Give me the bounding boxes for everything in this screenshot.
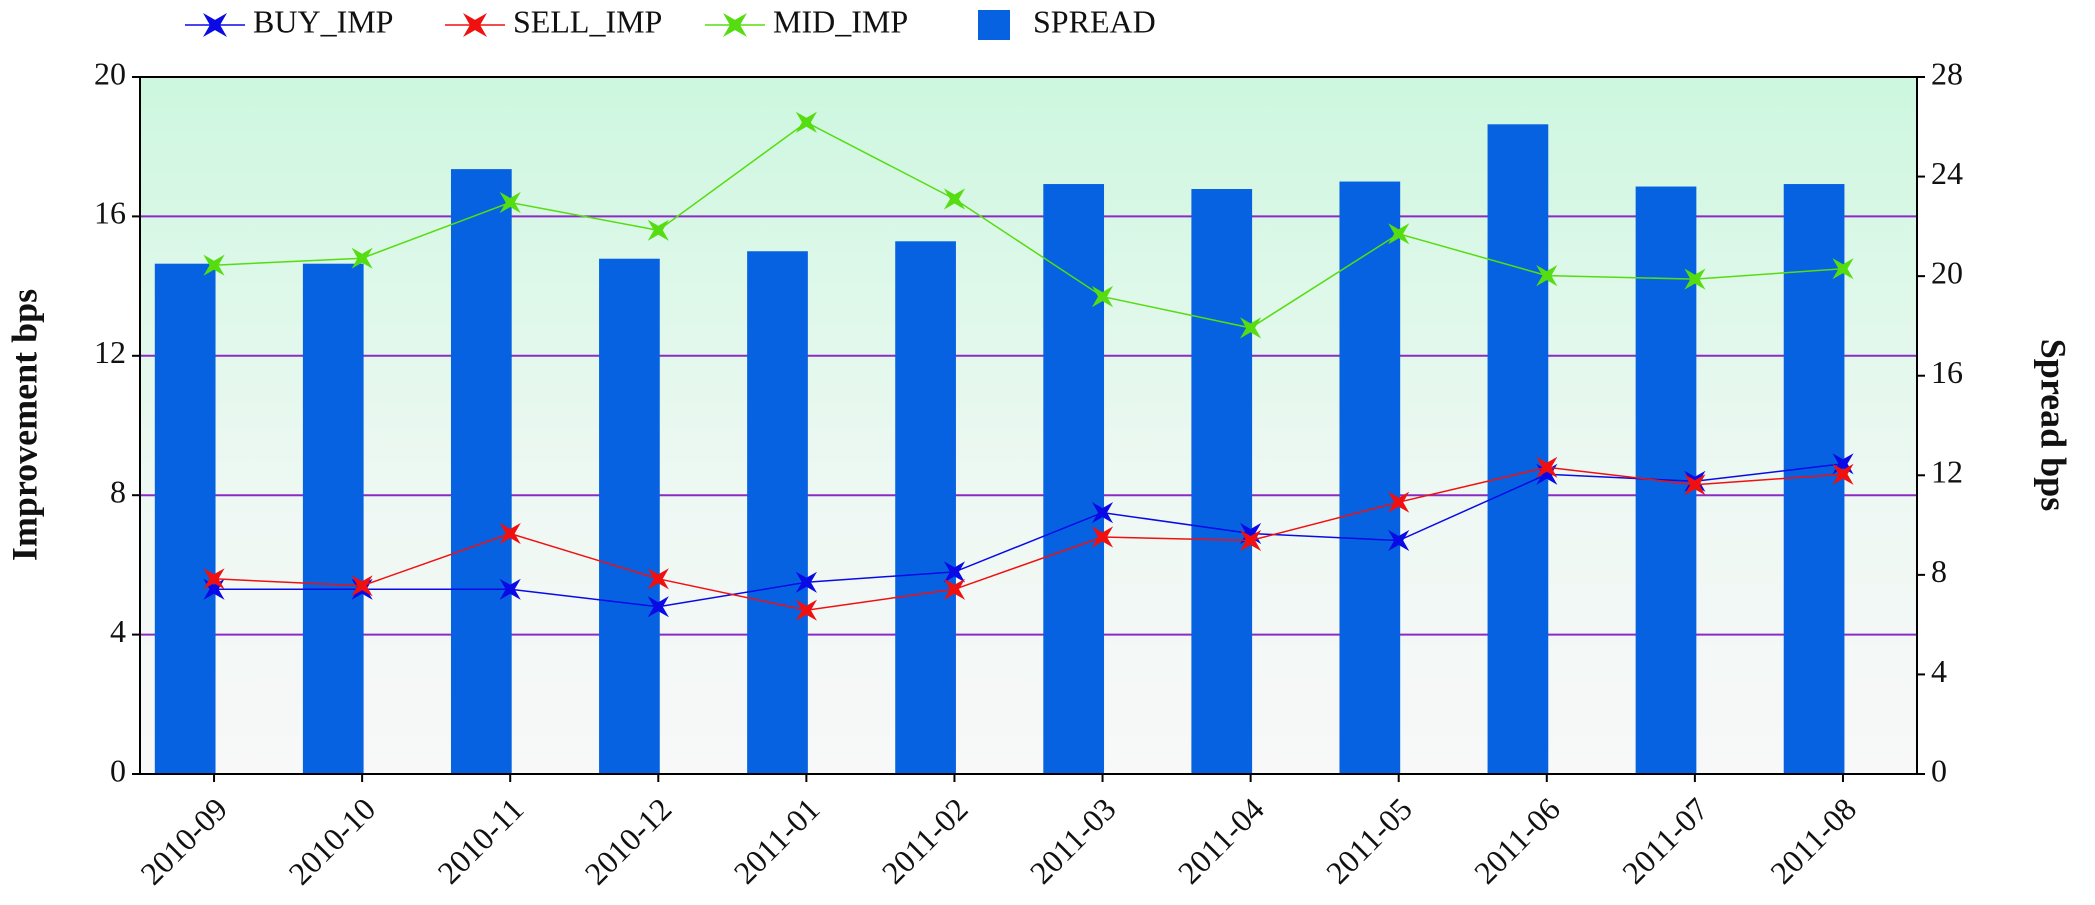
marker	[1832, 258, 1854, 280]
marker	[943, 578, 966, 600]
marker	[1240, 317, 1262, 339]
bar	[1783, 184, 1845, 774]
plot-background	[140, 77, 1917, 774]
y2-tick-label: 8	[1931, 553, 1947, 589]
y-axis-title: Improvement bps	[4, 289, 44, 561]
x-tick-label: 2010-09	[133, 791, 234, 892]
y-tick-label: 4	[110, 613, 126, 649]
bar	[450, 169, 512, 774]
x-tick-label: 2011-08	[1763, 791, 1863, 891]
marker	[499, 191, 521, 214]
bar	[1043, 184, 1105, 774]
x-tick-label: 2011-02	[875, 791, 975, 891]
marker	[943, 561, 966, 583]
y-tick-label: 8	[110, 474, 126, 510]
marker	[203, 254, 225, 276]
x-tick-label: 2010-12	[578, 791, 679, 892]
bar	[599, 258, 660, 774]
marker	[351, 247, 373, 269]
legend-label: SELL_IMP	[513, 3, 662, 39]
y-tick-label: 16	[94, 195, 126, 231]
marker	[1091, 285, 1114, 308]
y2-axis-title: Spread bps	[2034, 339, 2074, 511]
marker	[1388, 491, 1410, 513]
marker	[1240, 529, 1262, 552]
bar	[154, 263, 216, 774]
y2-tick-label: 28	[1931, 55, 1963, 91]
plot-frame	[139, 76, 1918, 775]
bar	[747, 251, 808, 774]
marker	[1832, 463, 1854, 485]
marker	[795, 111, 817, 133]
legend-marker	[203, 13, 227, 37]
marker	[203, 568, 225, 590]
bar	[1487, 124, 1549, 774]
x-tick-label: 2011-03	[1023, 791, 1123, 891]
x-tick-label: 2011-04	[1171, 791, 1271, 891]
y2-tick-label: 4	[1931, 653, 1947, 689]
legend-label: MID_IMP	[773, 3, 908, 39]
y2-tick-label: 12	[1931, 454, 1963, 490]
marker	[1091, 526, 1114, 548]
marker	[647, 219, 669, 241]
legend-swatch	[978, 10, 1010, 40]
bar	[1339, 181, 1401, 775]
legend-label: SPREAD	[1033, 3, 1156, 39]
y2-tick-label: 0	[1931, 752, 1947, 788]
marker	[1536, 456, 1558, 478]
legend-label: BUY_IMP	[253, 3, 393, 39]
x-tick-label: 2011-06	[1467, 791, 1567, 891]
marker	[647, 596, 669, 618]
marker	[647, 568, 669, 590]
marker	[351, 575, 373, 597]
marker	[1684, 474, 1706, 496]
y-tick-label: 20	[94, 55, 126, 91]
y-tick-label: 12	[94, 334, 126, 370]
x-tick-label: 2010-11	[430, 791, 530, 891]
y2-tick-label: 16	[1931, 354, 1963, 390]
x-tick-label: 2011-05	[1319, 791, 1419, 891]
marker	[1684, 268, 1706, 290]
line	[213, 466, 1844, 611]
line	[214, 463, 1844, 608]
line	[213, 121, 1844, 329]
bar	[895, 241, 956, 775]
y2-tick-label: 24	[1931, 155, 1963, 191]
x-tick-label: 2010-10	[281, 791, 382, 892]
bar	[1191, 189, 1253, 775]
marker	[795, 599, 817, 621]
marker	[1388, 223, 1410, 245]
legend-marker	[463, 13, 487, 37]
bar	[302, 263, 364, 774]
y2-tick-label: 20	[1931, 254, 1963, 290]
marker	[1091, 502, 1114, 524]
legend-marker	[723, 13, 747, 37]
marker	[1536, 265, 1558, 287]
marker	[943, 188, 966, 210]
y-tick-label: 0	[110, 752, 126, 788]
marker	[499, 578, 521, 600]
marker	[1388, 529, 1410, 552]
marker	[795, 571, 817, 593]
marker	[499, 522, 521, 545]
x-tick-label: 2011-07	[1615, 791, 1715, 891]
x-tick-label: 2011-01	[726, 791, 826, 891]
